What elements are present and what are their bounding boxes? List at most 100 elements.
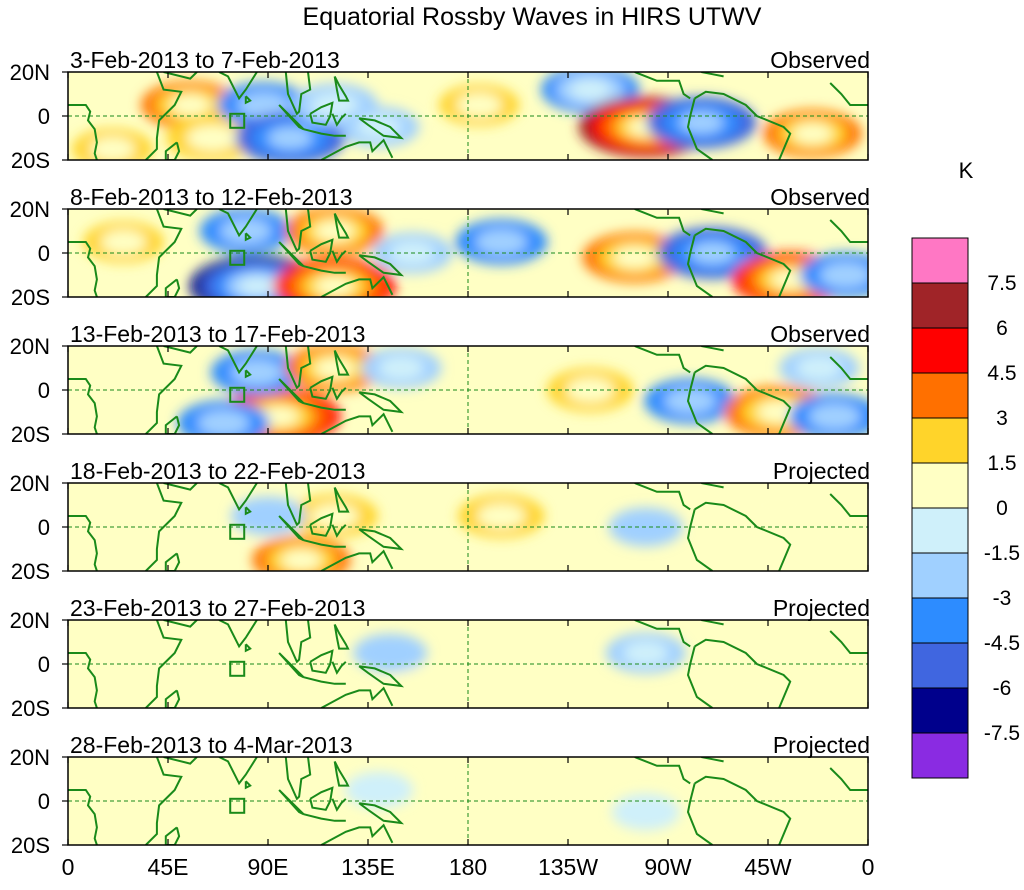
- panel-status: Projected: [773, 458, 870, 484]
- coastline: [634, 620, 691, 648]
- anomaly-blob: [796, 355, 843, 381]
- panel-status: Observed: [770, 184, 870, 210]
- lat-label: 20S: [11, 285, 50, 310]
- lat-label: 20N: [10, 334, 50, 359]
- coastline: [145, 72, 183, 160]
- colorbar-swatch: [911, 282, 969, 329]
- lon-label: 45W: [744, 854, 792, 880]
- panel-3: 20N 0 20S 13-Feb-2013 to 17-Feb-2013 Observe…: [10, 321, 870, 447]
- anomaly-blob: [819, 261, 868, 289]
- coastline: [163, 483, 198, 491]
- coastline: [686, 509, 713, 571]
- coastline: [358, 802, 405, 825]
- anomaly-blob: [345, 771, 414, 809]
- coastline: [694, 638, 792, 708]
- lat-label: 0: [38, 515, 50, 540]
- lon-label: 0: [62, 854, 75, 880]
- panel-2: 20N 0 20S 8-Feb-2013 to 12-Feb-2013 Observed: [10, 184, 870, 310]
- lat-label: 20N: [10, 471, 50, 496]
- coastline: [145, 757, 183, 845]
- coastline: [694, 364, 792, 434]
- continent-outlines: [68, 757, 868, 845]
- coastline: [145, 209, 183, 297]
- panel-1: 20N 0 20S 3-Feb-2013 to 7-Feb-2013 Observed: [10, 47, 870, 173]
- coastline: [333, 349, 350, 376]
- coastline: [333, 760, 350, 787]
- coastline: [694, 90, 792, 160]
- colorbar-label: -7.5: [984, 722, 1020, 745]
- anomaly-blob: [456, 92, 503, 118]
- coastline: [284, 757, 312, 801]
- coastline: [244, 95, 252, 105]
- colorbar-units: K: [959, 158, 974, 183]
- coastline: [829, 767, 868, 791]
- coastline: [163, 346, 198, 354]
- coastline: [68, 378, 98, 434]
- anomaly-blob: [742, 485, 817, 525]
- coastline: [320, 686, 394, 708]
- colorbar-swatch: [911, 462, 969, 509]
- anomaly-blob: [197, 409, 250, 434]
- colorbar-label: 3: [996, 407, 1008, 430]
- lat-label: 0: [38, 652, 50, 677]
- panel-period: 18-Feb-2013 to 22-Feb-2013: [70, 458, 365, 484]
- coastline: [358, 665, 405, 688]
- coastline: [358, 528, 405, 551]
- lat-label: 20N: [10, 197, 50, 222]
- coastline: [164, 141, 181, 160]
- anomaly-blob: [664, 387, 717, 415]
- anomaly-blob: [353, 633, 428, 673]
- coastline: [164, 278, 181, 297]
- coastline: [244, 232, 252, 242]
- continent-outlines: [68, 346, 868, 434]
- lon-label: 90E: [248, 854, 289, 880]
- coastline: [686, 783, 713, 845]
- panel-6: 20N 0 20S 28-Feb-2013 to 4-Mar-2013 Projecte…: [10, 732, 870, 858]
- lat-label: 20N: [10, 745, 50, 770]
- lat-label: 0: [38, 789, 50, 814]
- colorbar: K 7.5 6 4.5 3 1.5 0 -1.5 -3 -4.5 -6 -7.5: [911, 158, 1020, 779]
- colorbar-label: -3: [993, 587, 1012, 610]
- anomaly-blob: [231, 496, 305, 536]
- coastline: [163, 620, 198, 628]
- anomaly-blob: [281, 549, 322, 571]
- colorbar-swatch: [911, 597, 969, 644]
- anomaly-blob: [771, 269, 810, 290]
- anomaly-blob: [569, 79, 611, 101]
- lat-label: 20S: [11, 833, 50, 858]
- colorbar-swatch: [911, 732, 969, 779]
- coastline: [320, 275, 394, 297]
- anomaly-blob: [475, 228, 528, 256]
- colorbar-swatch: [911, 237, 969, 284]
- panel-status: Observed: [770, 47, 870, 73]
- coastline: [320, 823, 394, 845]
- coastline: [164, 826, 181, 845]
- coastline: [320, 138, 394, 160]
- region-box: [229, 523, 246, 540]
- coastline: [68, 789, 98, 845]
- anomaly-blob: [808, 403, 861, 430]
- region-box: [229, 386, 246, 403]
- panel-status: Projected: [773, 595, 870, 621]
- colorbar-label: 1.5: [987, 452, 1016, 475]
- coastline: [358, 391, 405, 414]
- anomaly-blob: [356, 114, 403, 140]
- region-box: [229, 797, 246, 814]
- colorbar-swatch: [911, 642, 969, 689]
- anomaly-blob: [238, 276, 276, 296]
- continent-outlines: [68, 209, 868, 297]
- lat-label: 20S: [11, 422, 50, 447]
- anomaly-blob: [711, 667, 780, 705]
- coastline: [145, 620, 183, 708]
- coastline: [333, 623, 350, 650]
- coastline: [303, 265, 346, 274]
- anomaly-blob: [797, 518, 868, 558]
- lat-label: 20S: [11, 696, 50, 721]
- coastline: [284, 72, 312, 116]
- lon-label: 135W: [538, 854, 598, 880]
- panel-period: 28-Feb-2013 to 4-Mar-2013: [70, 732, 353, 758]
- lat-label: 20S: [11, 148, 50, 173]
- lat-label: 20S: [11, 559, 50, 584]
